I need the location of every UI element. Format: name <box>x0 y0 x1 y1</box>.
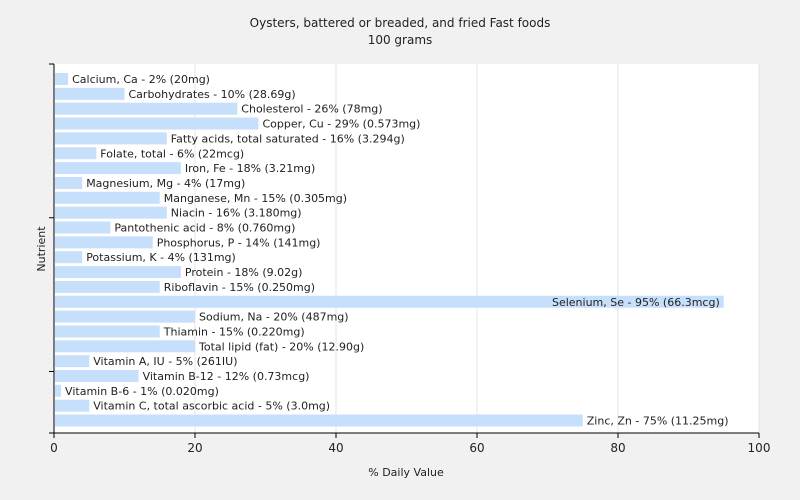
bar-label: Sodium, Na - 20% (487mg) <box>199 311 349 324</box>
bar <box>55 221 111 234</box>
bar <box>55 251 83 264</box>
bar <box>55 236 153 249</box>
bar-label: Folate, total - 6% (22mcg) <box>100 147 244 160</box>
bar <box>55 370 139 382</box>
bar-label: Vitamin C, total ascorbic acid - 5% (3.0… <box>93 400 330 413</box>
bar <box>55 355 90 368</box>
bar-label: Zinc, Zn - 75% (11.25mg) <box>587 415 729 428</box>
bar-label: Vitamin A, IU - 5% (261IU) <box>93 355 237 368</box>
bar-label: Cholesterol - 26% (78mg) <box>241 103 382 116</box>
bar <box>55 206 167 219</box>
bar <box>55 147 97 160</box>
chart-title: Oysters, battered or breaded, and fried … <box>250 16 551 30</box>
bar <box>55 399 90 412</box>
bar-label: Copper, Cu - 29% (0.573mg) <box>262 118 420 131</box>
bar-label: Niacin - 16% (3.180mg) <box>171 207 302 220</box>
bar <box>55 102 238 115</box>
bar <box>55 176 83 189</box>
bar-label: Iron, Fe - 18% (3.21mg) <box>185 162 315 175</box>
bar-label: Thiamin - 15% (0.220mg) <box>163 325 305 338</box>
bar <box>55 295 724 308</box>
bar-label: Vitamin B-6 - 1% (0.020mg) <box>65 385 219 398</box>
bar-label: Potassium, K - 4% (131mg) <box>86 251 236 264</box>
bar <box>55 384 62 397</box>
bar-label: Vitamin B-12 - 12% (0.73mcg) <box>143 370 310 383</box>
bar-label: Total lipid (fat) - 20% (12.90g) <box>198 340 364 353</box>
axes: 0 20 40 60 80 100 <box>49 63 771 455</box>
x-tick-label: 20 <box>187 441 202 455</box>
chart-subtitle: 100 grams <box>368 33 433 47</box>
bar <box>55 340 195 353</box>
bar <box>55 191 160 204</box>
x-axis-title: % Daily Value <box>368 466 444 479</box>
bar <box>55 162 181 175</box>
bar-label: Selenium, Se - 95% (66.3mcg) <box>552 296 720 309</box>
x-tick-label: 80 <box>610 441 625 455</box>
bar <box>55 310 195 323</box>
bar-label: Riboflavin - 15% (0.250mg) <box>164 281 315 294</box>
bar-label: Pantothenic acid - 8% (0.760mg) <box>114 222 295 235</box>
bar <box>55 266 181 279</box>
bar <box>55 132 167 145</box>
bar-label: Protein - 18% (9.02g) <box>185 266 303 279</box>
bar-label: Magnesium, Mg - 4% (17mg) <box>86 177 245 190</box>
bar <box>55 117 259 130</box>
x-tick-label: 0 <box>50 441 58 455</box>
bar-label: Calcium, Ca - 2% (20mg) <box>72 73 210 86</box>
bar-label: Fatty acids, total saturated - 16% (3.29… <box>171 132 405 145</box>
bars <box>55 73 724 427</box>
x-tick-label: 100 <box>748 441 771 455</box>
bar-label: Phosphorus, P - 14% (141mg) <box>157 236 321 249</box>
bar-label: Manganese, Mn - 15% (0.305mg) <box>164 192 347 205</box>
bar <box>55 87 125 100</box>
bar <box>55 325 160 338</box>
bar-labels: Calcium, Ca - 2% (20mg) Carbohydrates - 1… <box>65 73 728 428</box>
y-axis-title: Nutrient <box>35 226 48 272</box>
bar <box>55 280 160 293</box>
x-tick-label: 60 <box>469 441 484 455</box>
bar-label: Carbohydrates - 10% (28.69g) <box>129 88 296 101</box>
bar <box>55 73 69 85</box>
bar <box>55 414 583 427</box>
x-tick-label: 40 <box>328 441 343 455</box>
